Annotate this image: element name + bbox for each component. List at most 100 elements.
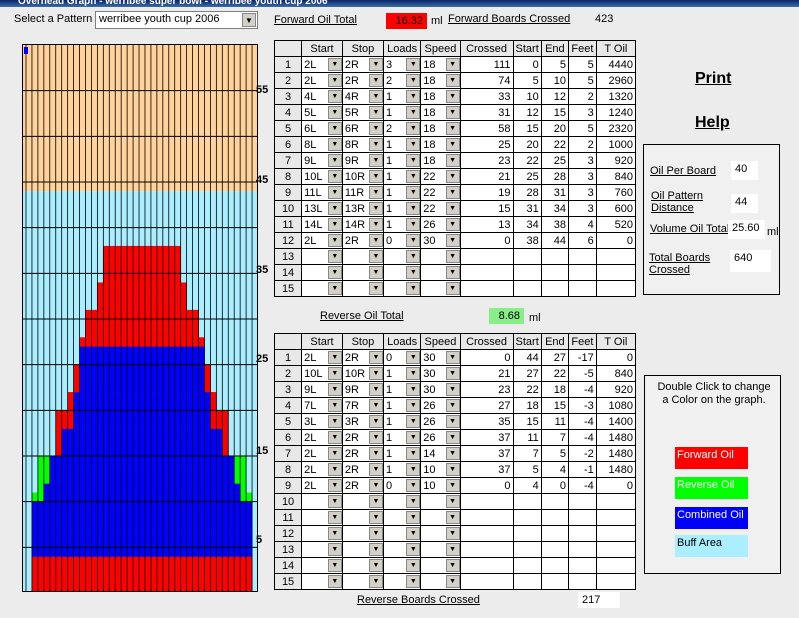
table-cell-select[interactable]: ▼ (420, 557, 461, 574)
chevron-down-icon[interactable]: ▼ (445, 58, 460, 71)
chevron-down-icon[interactable]: ▼ (406, 399, 420, 412)
table-cell-select[interactable]: ▼ (420, 573, 461, 590)
table-row[interactable]: 2 2L ▼ 2R ▼ 2 ▼ 18 ▼ 74 5 10 5 2960 (273, 72, 637, 89)
chevron-down-icon[interactable]: ▼ (406, 58, 420, 71)
print-button[interactable]: Print (695, 70, 732, 87)
table-cell-select[interactable]: 1 ▼ (382, 88, 422, 105)
chevron-down-icon[interactable]: ▼ (406, 559, 420, 572)
chevron-down-icon[interactable]: ▼ (445, 383, 460, 396)
chevron-down-icon[interactable]: ▼ (445, 218, 460, 231)
chevron-down-icon[interactable]: ▼ (327, 543, 342, 556)
table-row[interactable]: 15 ▼ ▼ ▼ ▼ (273, 280, 637, 297)
table-cell-select[interactable]: 30 ▼ (420, 381, 461, 398)
table-cell-select[interactable]: 5R ▼ (341, 104, 384, 121)
table-cell-select[interactable]: 1 ▼ (382, 397, 422, 414)
chevron-down-icon[interactable]: ▼ (406, 250, 420, 263)
chevron-down-icon[interactable]: ▼ (445, 527, 460, 540)
table-row[interactable]: 11 14L ▼ 14R ▼ 1 ▼ 26 ▼ 13 34 38 4 520 (273, 216, 637, 233)
table-row[interactable]: 7 9L ▼ 9R ▼ 1 ▼ 18 ▼ 23 22 25 3 920 (273, 152, 637, 169)
table-row[interactable]: 14 ▼ ▼ ▼ ▼ (273, 557, 637, 574)
table-row[interactable]: 12 2L ▼ 2R ▼ 0 ▼ 30 ▼ 0 38 44 6 0 (273, 232, 637, 249)
chevron-down-icon[interactable]: ▼ (327, 447, 342, 460)
chevron-down-icon[interactable]: ▼ (368, 559, 383, 572)
chevron-down-icon[interactable]: ▼ (368, 543, 383, 556)
table-cell-select[interactable]: 30 ▼ (420, 349, 461, 366)
table-cell-select[interactable]: 14L ▼ (301, 216, 343, 233)
table-row[interactable]: 9 11L ▼ 11R ▼ 1 ▼ 22 ▼ 19 28 31 3 760 (273, 184, 637, 201)
table-cell-select[interactable]: 9L ▼ (301, 152, 343, 169)
table-cell-select[interactable]: 2R ▼ (341, 461, 384, 478)
table-row[interactable]: 11 ▼ ▼ ▼ ▼ (273, 509, 637, 526)
chevron-down-icon[interactable]: ▼ (445, 447, 460, 460)
chevron-down-icon[interactable]: ▼ (368, 367, 383, 380)
table-row[interactable]: 8 10L ▼ 10R ▼ 1 ▼ 22 ▼ 21 25 28 3 840 (273, 168, 637, 185)
table-cell-select[interactable]: ▼ (382, 557, 422, 574)
chevron-down-icon[interactable]: ▼ (368, 186, 383, 199)
chevron-down-icon[interactable]: ▼ (445, 234, 460, 247)
table-cell-select[interactable]: 8R ▼ (341, 136, 384, 153)
chevron-down-icon[interactable]: ▼ (445, 122, 460, 135)
chevron-down-icon[interactable]: ▼ (368, 106, 383, 119)
chevron-down-icon[interactable]: ▼ (445, 90, 460, 103)
table-row[interactable]: 9 2L ▼ 2R ▼ 0 ▼ 10 ▼ 0 4 0 -4 0 (273, 477, 637, 494)
table-cell-select[interactable]: 14R ▼ (341, 216, 384, 233)
chevron-down-icon[interactable]: ▼ (445, 511, 460, 524)
table-row[interactable]: 3 9L ▼ 9R ▼ 1 ▼ 30 ▼ 23 22 18 -4 920 (273, 381, 637, 398)
chevron-down-icon[interactable]: ▼ (368, 74, 383, 87)
table-cell-select[interactable]: ▼ (382, 264, 422, 281)
chevron-down-icon[interactable]: ▼ (368, 575, 383, 588)
table-cell-select[interactable]: 0 ▼ (382, 232, 422, 249)
table-cell-select[interactable]: 22 ▼ (420, 184, 461, 201)
chevron-down-icon[interactable]: ▼ (445, 399, 460, 412)
chevron-down-icon[interactable]: ▼ (406, 543, 420, 556)
table-cell-select[interactable]: 26 ▼ (420, 397, 461, 414)
chevron-down-icon[interactable]: ▼ (327, 58, 342, 71)
chevron-down-icon[interactable]: ▼ (406, 431, 420, 444)
table-cell-select[interactable]: 18 ▼ (420, 104, 461, 121)
table-cell-select[interactable]: ▼ (301, 525, 343, 542)
table-cell-select[interactable]: 10 ▼ (420, 477, 461, 494)
table-row[interactable]: 6 2L ▼ 2R ▼ 1 ▼ 26 ▼ 37 11 7 -4 1480 (273, 429, 637, 446)
chevron-down-icon[interactable]: ▼ (368, 431, 383, 444)
chevron-down-icon[interactable]: ▼ (406, 511, 420, 524)
chevron-down-icon[interactable]: ▼ (445, 170, 460, 183)
chevron-down-icon[interactable]: ▼ (406, 479, 420, 492)
table-cell-select[interactable]: ▼ (382, 493, 422, 510)
table-cell-select[interactable]: 6L ▼ (301, 120, 343, 137)
chevron-down-icon[interactable]: ▼ (406, 575, 420, 588)
oil-per-board-input[interactable]: 40 (731, 161, 758, 180)
table-cell-select[interactable]: ▼ (301, 280, 343, 297)
chevron-down-icon[interactable]: ▼ (368, 138, 383, 151)
table-cell-select[interactable]: 2R ▼ (341, 56, 384, 73)
table-cell-select[interactable]: 0 ▼ (382, 477, 422, 494)
table-cell-select[interactable]: 1 ▼ (382, 216, 422, 233)
chevron-down-icon[interactable]: ▼ (368, 266, 383, 279)
table-cell-select[interactable]: 1 ▼ (382, 184, 422, 201)
table-cell-select[interactable]: 2L ▼ (301, 349, 343, 366)
chevron-down-icon[interactable]: ▼ (368, 218, 383, 231)
chevron-down-icon[interactable]: ▼ (406, 266, 420, 279)
table-cell-select[interactable]: 7R ▼ (341, 397, 384, 414)
table-cell-select[interactable]: 1 ▼ (382, 200, 422, 217)
chevron-down-icon[interactable]: ▼ (327, 463, 342, 476)
table-row[interactable]: 10 ▼ ▼ ▼ ▼ (273, 493, 637, 510)
chevron-down-icon[interactable]: ▼ (406, 234, 420, 247)
chevron-down-icon[interactable]: ▼ (368, 479, 383, 492)
table-cell-select[interactable]: 1 ▼ (382, 152, 422, 169)
chevron-down-icon[interactable]: ▼ (406, 74, 420, 87)
table-cell-select[interactable]: ▼ (341, 280, 384, 297)
table-cell-select[interactable]: 2R ▼ (341, 445, 384, 462)
table-row[interactable]: 14 ▼ ▼ ▼ ▼ (273, 264, 637, 281)
table-row[interactable]: 15 ▼ ▼ ▼ ▼ (273, 573, 637, 590)
table-cell-select[interactable]: ▼ (420, 525, 461, 542)
chevron-down-icon[interactable]: ▼ (445, 463, 460, 476)
chevron-down-icon[interactable]: ▼ (445, 543, 460, 556)
chevron-down-icon[interactable]: ▼ (368, 351, 383, 364)
table-row[interactable]: 12 ▼ ▼ ▼ ▼ (273, 525, 637, 542)
table-cell-select[interactable]: ▼ (382, 280, 422, 297)
table-cell-select[interactable]: 1 ▼ (382, 365, 422, 382)
table-cell-select[interactable]: 26 ▼ (420, 413, 461, 430)
table-cell-select[interactable]: 26 ▼ (420, 216, 461, 233)
table-cell-select[interactable]: ▼ (420, 280, 461, 297)
chevron-down-icon[interactable]: ▼ (327, 106, 342, 119)
